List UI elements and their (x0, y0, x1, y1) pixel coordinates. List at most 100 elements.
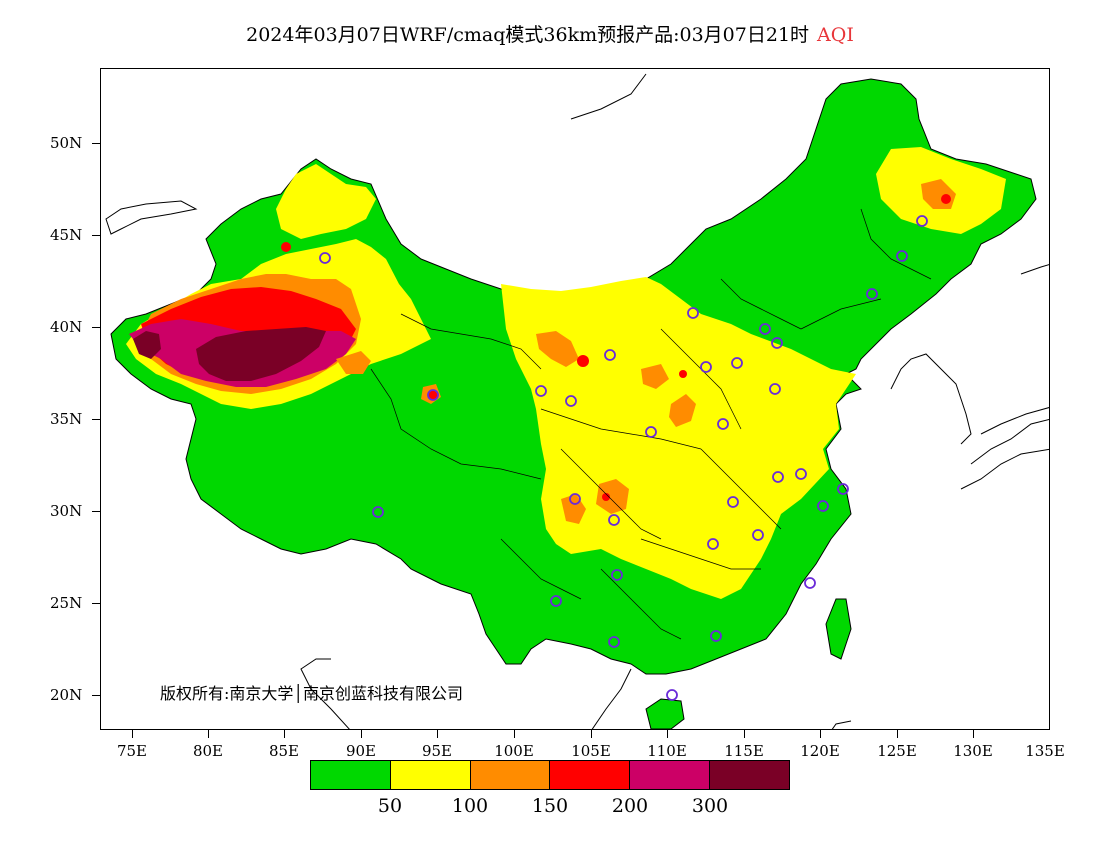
station-marker (604, 349, 616, 361)
station-marker (611, 569, 623, 581)
lon-label-120e: 120E (800, 742, 840, 760)
station-marker (319, 252, 331, 264)
aqi-patch-orange-3 (596, 479, 629, 514)
station-marker (700, 361, 712, 373)
taiwan-island (825, 598, 852, 660)
station-marker (707, 538, 719, 550)
lon-tick (361, 730, 362, 738)
lon-tick (667, 730, 668, 738)
station-marker (817, 500, 829, 512)
station-marker (896, 250, 908, 262)
aqi-patch-orange-2 (669, 394, 696, 427)
station-marker (727, 496, 739, 508)
neighbor-coastlines (105, 73, 1049, 729)
lat-tick (92, 235, 100, 236)
lat-label-35n: 35N (50, 410, 83, 428)
lon-label-125e: 125E (877, 742, 917, 760)
lon-tick (132, 730, 133, 738)
aqi-region-yellow-north (276, 164, 376, 239)
legend-swatch-moderate (390, 761, 471, 789)
lat-label-50n: 50N (50, 134, 83, 152)
lon-tick (744, 730, 745, 738)
station-marker (771, 337, 783, 349)
station-marker (866, 288, 878, 300)
station-marker (687, 307, 699, 319)
lon-label-90e: 90E (345, 742, 377, 760)
station-marker (427, 389, 439, 401)
title-main: 2024年03月07日WRF/cmaq模式36km预报产品:03月07日21时 (246, 24, 810, 46)
lat-tick (92, 603, 100, 604)
lon-label-75e: 75E (116, 742, 148, 760)
station-marker (772, 471, 784, 483)
lon-label-100e: 100E (494, 742, 534, 760)
aqi-patch-red-5 (602, 493, 610, 501)
aqi-patch-red-3 (941, 194, 951, 204)
station-marker (608, 636, 620, 648)
aqi-region-yellow-east (501, 277, 856, 599)
lat-tick (92, 143, 100, 144)
legend-swatch-moderate-pollution (550, 761, 631, 789)
lat-label-30n: 30N (50, 502, 83, 520)
station-markers (319, 215, 928, 701)
map-title: 2024年03月07日WRF/cmaq模式36km预报产品:03月07日21时 A… (0, 20, 1100, 47)
station-marker (717, 418, 729, 430)
aqi-color-legend (310, 760, 790, 790)
aqi-patch-red-4 (679, 370, 687, 378)
station-marker (804, 577, 816, 589)
lon-tick (820, 730, 821, 738)
aqi-patch-red-2 (428, 390, 438, 400)
aqi-region-maroon-tarim (196, 327, 326, 381)
aqi-patch-orange-5 (336, 351, 371, 374)
lon-tick (208, 730, 209, 738)
lon-tick (284, 730, 285, 738)
station-marker (645, 426, 657, 438)
station-marker (550, 595, 562, 607)
legend-label-150: 150 (531, 795, 569, 817)
legend-swatch-severe-pollution (710, 761, 789, 789)
station-marker (916, 215, 928, 227)
lat-label-40n: 40N (50, 318, 83, 336)
lat-tick (92, 695, 100, 696)
station-marker (535, 385, 547, 397)
station-marker (710, 630, 722, 642)
lon-label-105e: 105E (571, 742, 611, 760)
lon-label-115e: 115E (724, 742, 764, 760)
station-marker (372, 506, 384, 518)
lon-tick (437, 730, 438, 738)
station-marker (608, 514, 620, 526)
lat-tick (92, 327, 100, 328)
lon-label-130e: 130E (953, 742, 993, 760)
station-marker (731, 357, 743, 369)
lon-label-85e: 85E (268, 742, 300, 760)
lon-label-110e: 110E (647, 742, 687, 760)
station-marker (569, 493, 581, 505)
legend-swatch-heavy-pollution (630, 761, 711, 789)
station-marker (769, 383, 781, 395)
aqi-patch-red-1 (577, 355, 589, 367)
lat-label-45n: 45N (50, 226, 83, 244)
china-aqi-map (105, 73, 1049, 729)
station-marker (759, 323, 771, 335)
station-marker (565, 395, 577, 407)
lat-tick (92, 511, 100, 512)
lat-label-20n: 20N (50, 686, 83, 704)
legend-label-200: 200 (611, 795, 649, 817)
legend-swatch-light-pollution (470, 761, 551, 789)
lon-label-95e: 95E (421, 742, 453, 760)
station-marker (666, 689, 678, 701)
copyright-text: 版权所有:南京大学│南京创蓝科技有限公司 (160, 684, 464, 703)
legend-label-50: 50 (377, 795, 403, 817)
lon-tick (514, 730, 515, 738)
title-variable: AQI (817, 24, 854, 46)
lon-tick (591, 730, 592, 738)
lon-tick (897, 730, 898, 738)
lat-label-25n: 25N (50, 594, 83, 612)
aqi-patch-orange-8 (641, 364, 669, 389)
station-marker (752, 529, 764, 541)
legend-label-100: 100 (451, 795, 489, 817)
province-boundaries (370, 208, 932, 640)
legend-label-300: 300 (691, 795, 729, 817)
hainan-island (645, 698, 685, 729)
station-marker (837, 483, 849, 495)
aqi-patch-orange-1 (536, 331, 579, 367)
